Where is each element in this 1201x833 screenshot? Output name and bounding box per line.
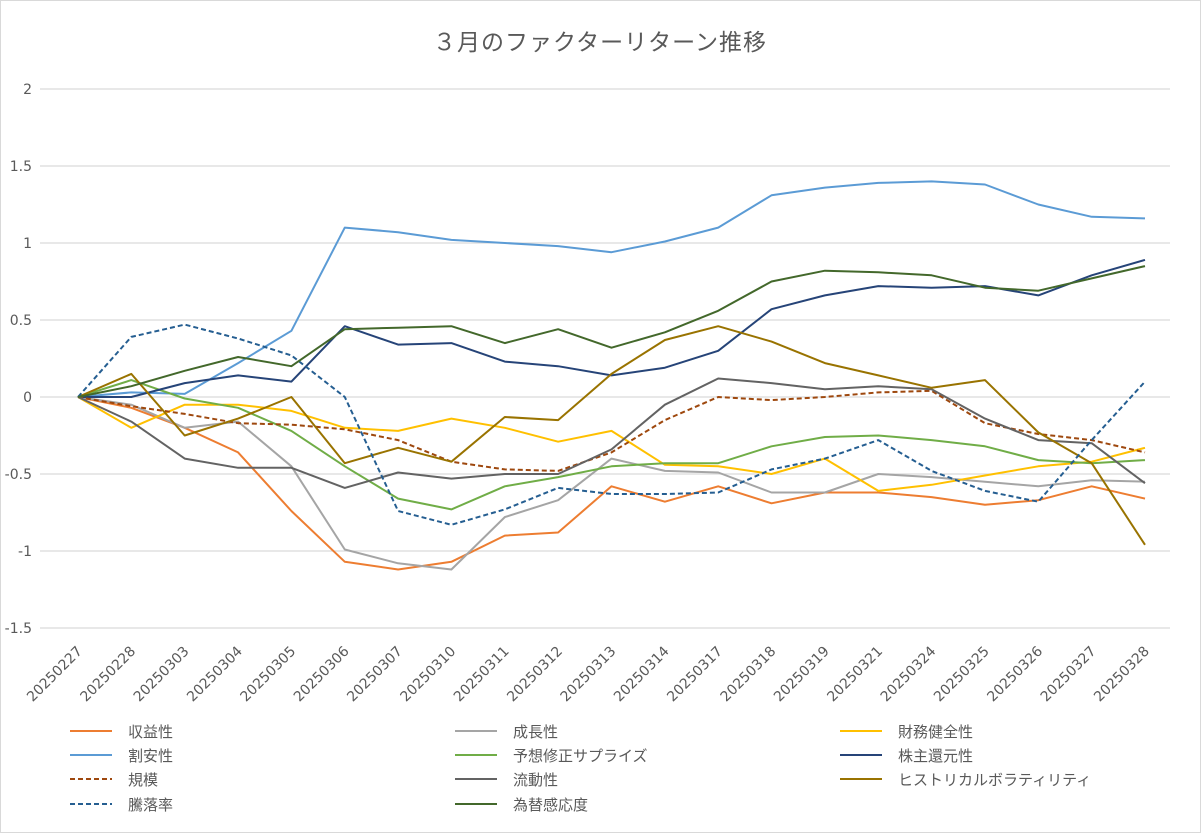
y-axis-ticks: 2 1.5 1 0.5 0 -0.5 -1 -1.5 [5,82,32,637]
x-tick-label: 20250227 [24,644,86,706]
legend-item: ヒストリカルボラティリティ [840,771,1091,789]
legend-item: 騰落率 [70,796,173,814]
legend-item: 財務健全性 [840,723,973,741]
x-tick-label: 20250305 [238,644,300,706]
legend-item: 規模 [70,771,158,789]
series-line-9 [77,323,1146,526]
y-tick-label: 0.5 [10,313,32,329]
series-line-7 [77,377,1146,489]
x-tick-label: 20250326 [984,643,1046,705]
x-tick-label: 20250310 [398,644,460,706]
series-line-4 [77,379,1146,511]
legend-item: 為替感応度 [455,796,588,814]
x-tick-label: 20250313 [558,644,620,706]
x-tick-label: 20250306 [291,643,353,705]
series-line-6 [77,389,1146,472]
legend-label: 予想修正サプライズ [513,747,648,765]
legend-item: 割安性 [70,747,173,765]
x-tick-label: 20250314 [611,643,673,705]
legend-label: 流動性 [513,771,558,789]
legend-label: 成長性 [513,723,558,741]
chart-title: ３月のファクターリターン推移 [433,30,767,56]
legend-item: 予想修正サプライズ [455,747,648,765]
y-tick-label: 1.5 [10,159,32,175]
series-line-2 [77,396,1146,492]
x-tick-label: 20250319 [771,644,833,706]
x-axis-ticks: 2025022720250228202503032025030420250305… [24,643,1153,705]
legend-item: 流動性 [455,771,558,789]
y-tick-label: 1 [23,236,32,252]
y-tick-label: 2 [23,82,32,98]
legend-label: 規模 [128,771,158,789]
series-line-8 [77,325,1146,546]
y-tick-label: -0.5 [5,467,32,483]
legend-label: 騰落率 [128,796,173,814]
x-tick-label: 20250317 [664,644,726,706]
x-tick-label: 20250312 [504,644,566,706]
legend-label: 割安性 [128,747,173,765]
series-line-10 [77,265,1146,398]
x-tick-label: 20250304 [184,643,246,705]
y-tick-label: 0 [23,390,32,406]
y-tick-label: -1 [18,544,32,560]
legend-label: ヒストリカルボラティリティ [898,771,1091,789]
legend-label: 収益性 [128,723,173,741]
x-tick-label: 20250324 [878,643,940,705]
y-tick-label: -1.5 [5,621,32,637]
legend-label: 財務健全性 [898,723,973,741]
series-line-0 [77,396,1146,571]
gridlines [40,88,1170,629]
series-line-1 [77,396,1146,571]
x-tick-label: 20250321 [824,644,886,706]
series-lines [77,180,1146,571]
x-tick-label: 20250311 [451,644,513,706]
series-line-5 [78,258,1146,398]
legend-item: 収益性 [70,723,173,741]
x-tick-label: 20250228 [77,644,139,706]
x-tick-label: 20250328 [1091,644,1153,706]
x-tick-label: 20250327 [1038,644,1100,706]
legend-label: 株主還元性 [898,747,973,765]
legend-item: 株主還元性 [840,747,973,765]
legend-item: 成長性 [455,723,558,741]
legend-label: 為替感応度 [513,796,588,814]
x-tick-label: 20250303 [131,644,193,706]
x-tick-label: 20250318 [718,644,780,706]
series-line-3 [77,180,1146,398]
x-tick-label: 20250325 [931,644,993,706]
x-tick-label: 20250307 [344,644,406,706]
